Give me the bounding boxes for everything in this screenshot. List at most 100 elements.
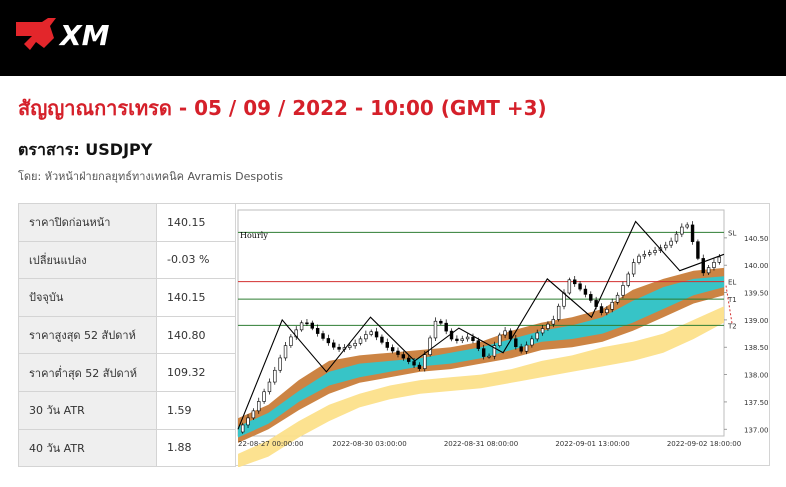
candle-body	[455, 338, 459, 341]
level-label-t2: T2	[727, 322, 737, 330]
signal-title: สัญญาณการเทรด - 05 / 09 / 2022 - 10:00 (…	[18, 96, 547, 120]
candle-body	[524, 344, 529, 352]
candle-body	[273, 369, 277, 383]
stat-value: 109.32	[156, 353, 236, 392]
band-outer	[238, 306, 724, 467]
candle-body	[621, 285, 625, 296]
instrument-label: ตราสาร: USDJPY	[18, 140, 153, 159]
candle-body	[540, 328, 545, 334]
y-tick-label: 138.50	[744, 344, 769, 352]
stat-value: 140.15	[156, 278, 236, 317]
stat-label: ปัจจุบัน	[18, 278, 157, 317]
target-arrow	[725, 285, 733, 324]
candle-body	[685, 224, 689, 228]
candle-body	[583, 288, 588, 295]
candle-body	[240, 424, 245, 433]
candle-body	[669, 240, 673, 246]
candle-body	[712, 261, 716, 268]
candle-body	[615, 294, 620, 303]
xm-logo[interactable]: XM	[14, 14, 134, 54]
candle-body	[417, 364, 422, 369]
y-tick-label: 137.00	[744, 426, 769, 434]
candle-body	[631, 262, 636, 275]
candle-body	[299, 322, 304, 331]
candle-body	[546, 323, 550, 329]
table-row: เปลี่ยนแปลง -0.03 %	[18, 240, 236, 280]
y-tick-label: 139.50	[744, 290, 769, 298]
stat-label: ราคาปิดก่อนหน้า	[18, 203, 157, 242]
candle-body	[696, 241, 700, 259]
candle-body	[530, 338, 534, 346]
table-row: 30 วัน ATR 1.59	[18, 390, 236, 430]
y-tick-label: 140.00	[744, 262, 769, 270]
candle-body	[519, 346, 523, 352]
table-row: 40 วัน ATR 1.88	[18, 428, 236, 468]
candle-body	[326, 338, 331, 344]
author-byline: โดย: หัวหน้าฝ่ายกลยุทธ์ทางเทคนิค Avramis…	[18, 170, 283, 183]
x-tick-label: 22-08-27 00:00:00	[238, 440, 303, 448]
candle-body	[364, 334, 368, 340]
logo-mark-icon	[16, 18, 56, 50]
candle-body	[653, 250, 657, 253]
candle-body	[556, 305, 561, 320]
stat-value: -0.03 %	[156, 240, 236, 280]
candle-body	[610, 301, 614, 310]
candle-body	[278, 357, 282, 371]
table-row: ราคาต่ำสุด 52 สัปดาห์ 109.32	[18, 353, 236, 392]
candle-body	[471, 336, 475, 341]
candle-body	[262, 391, 266, 402]
candle-body	[380, 336, 384, 343]
candle-body	[492, 345, 497, 357]
candle-body	[487, 355, 491, 358]
x-tick-label: 2022-08-30 03:00:00	[332, 440, 406, 448]
x-tick-label: 2022-09-01 13:00:00	[555, 440, 629, 448]
band-inner	[238, 276, 724, 438]
candle-body	[353, 342, 357, 347]
candle-body	[578, 283, 582, 290]
level-label-el: EL	[728, 279, 736, 287]
candle-body	[514, 338, 518, 347]
candle-body	[481, 348, 486, 357]
y-tick-label: 140.50	[744, 235, 769, 243]
candle-body	[626, 273, 630, 286]
candle-body	[701, 258, 705, 274]
table-row: ราคาปิดก่อนหน้า 140.15	[18, 203, 236, 242]
stat-value: 1.59	[156, 390, 236, 430]
candle-body	[305, 322, 309, 325]
candle-body	[642, 254, 647, 257]
candle-body	[439, 320, 443, 324]
chart-title: Hourly	[240, 231, 268, 240]
candle-body	[310, 322, 315, 329]
candle-body	[637, 255, 641, 263]
candle-body	[562, 292, 566, 307]
candle-body	[508, 330, 513, 340]
candle-body	[251, 410, 256, 419]
stat-label: ราคาสูงสุด 52 สัปดาห์	[18, 315, 157, 355]
candle-body	[428, 337, 432, 355]
stat-value: 140.80	[156, 315, 236, 355]
candle-body	[315, 327, 320, 334]
candle-body	[476, 340, 481, 349]
candle-body	[567, 279, 572, 294]
candle-body	[369, 331, 373, 335]
candle-body	[283, 345, 288, 359]
stat-value: 1.88	[156, 428, 236, 468]
y-tick-label: 137.50	[744, 399, 769, 407]
candle-body	[465, 336, 470, 340]
stat-label: เปลี่ยนแปลง	[18, 240, 157, 280]
level-label-t1: T1	[727, 296, 737, 304]
stat-label: 40 วัน ATR	[18, 428, 157, 468]
x-tick-label: 2022-09-02 18:00:00	[667, 440, 741, 448]
chart-panel: SL EL T1 T2 137.00 137.50 138.00 138.50 139.00 13…	[236, 203, 770, 467]
table-row: ปัจจุบัน 140.15	[18, 278, 236, 317]
candle-body	[551, 319, 555, 325]
candle-body	[246, 417, 250, 426]
candle-body	[680, 226, 684, 235]
candle-body	[423, 354, 427, 369]
candle-body	[332, 342, 336, 348]
level-label-sl: SL	[728, 229, 736, 237]
candle-body	[337, 346, 341, 350]
candle-body	[573, 279, 577, 285]
candle-body	[348, 345, 352, 348]
candle-body	[599, 306, 604, 314]
